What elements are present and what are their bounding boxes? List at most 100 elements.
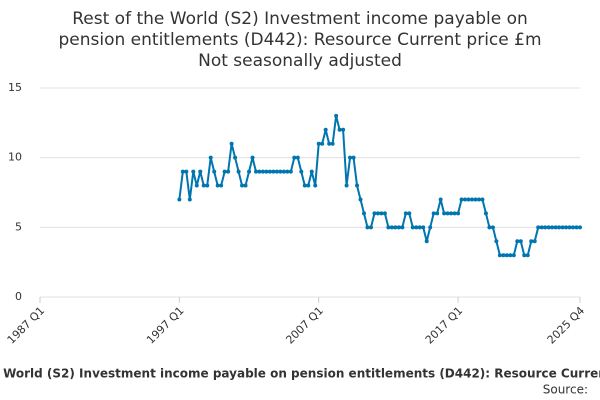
point bbox=[442, 211, 447, 216]
point bbox=[219, 183, 224, 188]
point bbox=[428, 225, 433, 230]
point bbox=[403, 211, 408, 216]
point bbox=[236, 169, 241, 174]
point bbox=[320, 141, 325, 146]
point bbox=[466, 197, 471, 202]
point bbox=[452, 211, 457, 216]
point bbox=[414, 225, 419, 230]
point bbox=[257, 169, 262, 174]
chart-title: Not seasonally adjusted bbox=[198, 51, 402, 71]
point bbox=[511, 253, 516, 258]
point bbox=[375, 211, 380, 216]
chart-title: pension entitlements (D442): Resource Cu… bbox=[58, 30, 541, 50]
point bbox=[215, 183, 220, 188]
point bbox=[274, 169, 279, 174]
point bbox=[348, 155, 353, 160]
point bbox=[386, 225, 391, 230]
point bbox=[198, 169, 203, 174]
point bbox=[494, 239, 499, 244]
point bbox=[295, 155, 300, 160]
y-tick-label: 0 bbox=[15, 290, 22, 303]
point bbox=[368, 225, 373, 230]
point bbox=[382, 211, 387, 216]
point bbox=[564, 225, 569, 230]
point bbox=[177, 197, 182, 202]
point bbox=[278, 169, 283, 174]
point bbox=[578, 225, 582, 230]
point bbox=[288, 169, 293, 174]
point bbox=[271, 169, 276, 174]
point bbox=[529, 239, 534, 244]
point bbox=[254, 169, 258, 174]
point bbox=[574, 225, 579, 230]
point bbox=[532, 239, 537, 244]
point bbox=[233, 155, 238, 160]
point bbox=[389, 225, 394, 230]
point bbox=[316, 141, 321, 146]
point bbox=[504, 253, 509, 258]
point bbox=[267, 169, 272, 174]
source: Source: bbox=[543, 383, 588, 397]
point bbox=[480, 197, 485, 202]
point bbox=[184, 169, 189, 174]
point bbox=[285, 169, 290, 174]
point bbox=[557, 225, 562, 230]
point bbox=[240, 183, 245, 188]
point bbox=[309, 169, 314, 174]
point bbox=[410, 225, 415, 230]
point bbox=[243, 183, 248, 188]
point bbox=[194, 183, 199, 188]
point bbox=[358, 197, 363, 202]
point bbox=[226, 169, 231, 174]
point bbox=[553, 225, 558, 230]
point bbox=[365, 225, 370, 230]
point bbox=[260, 169, 265, 174]
point bbox=[330, 141, 335, 146]
point bbox=[187, 197, 192, 202]
point bbox=[205, 183, 210, 188]
legend-label: Rest of the World (S2) Investment income… bbox=[0, 367, 600, 381]
point bbox=[407, 211, 412, 216]
point bbox=[515, 239, 520, 244]
point bbox=[463, 197, 468, 202]
point bbox=[334, 113, 339, 118]
point bbox=[424, 239, 429, 244]
point bbox=[445, 211, 450, 216]
point bbox=[449, 211, 454, 216]
point bbox=[518, 239, 523, 244]
point bbox=[337, 127, 342, 132]
point bbox=[501, 253, 506, 258]
point bbox=[417, 225, 422, 230]
point bbox=[292, 155, 297, 160]
point bbox=[264, 169, 269, 174]
point bbox=[473, 197, 478, 202]
point bbox=[201, 183, 206, 188]
point bbox=[435, 211, 440, 216]
point bbox=[438, 197, 443, 202]
point bbox=[539, 225, 544, 230]
point bbox=[302, 183, 307, 188]
point bbox=[431, 211, 436, 216]
point bbox=[490, 225, 495, 230]
point bbox=[497, 253, 502, 258]
point bbox=[393, 225, 398, 230]
point bbox=[351, 155, 356, 160]
point bbox=[212, 169, 217, 174]
point bbox=[522, 253, 527, 258]
point bbox=[400, 225, 405, 230]
point bbox=[355, 183, 360, 188]
point bbox=[560, 225, 565, 230]
point bbox=[525, 253, 530, 258]
point bbox=[362, 211, 366, 216]
point bbox=[543, 225, 548, 230]
point bbox=[208, 155, 213, 160]
point bbox=[250, 155, 255, 160]
point bbox=[344, 183, 349, 188]
chart-title: Rest of the World (S2) Investment income… bbox=[72, 9, 528, 29]
point bbox=[313, 183, 318, 188]
point bbox=[306, 183, 311, 188]
point bbox=[536, 225, 541, 230]
point bbox=[372, 211, 377, 216]
point bbox=[396, 225, 401, 230]
